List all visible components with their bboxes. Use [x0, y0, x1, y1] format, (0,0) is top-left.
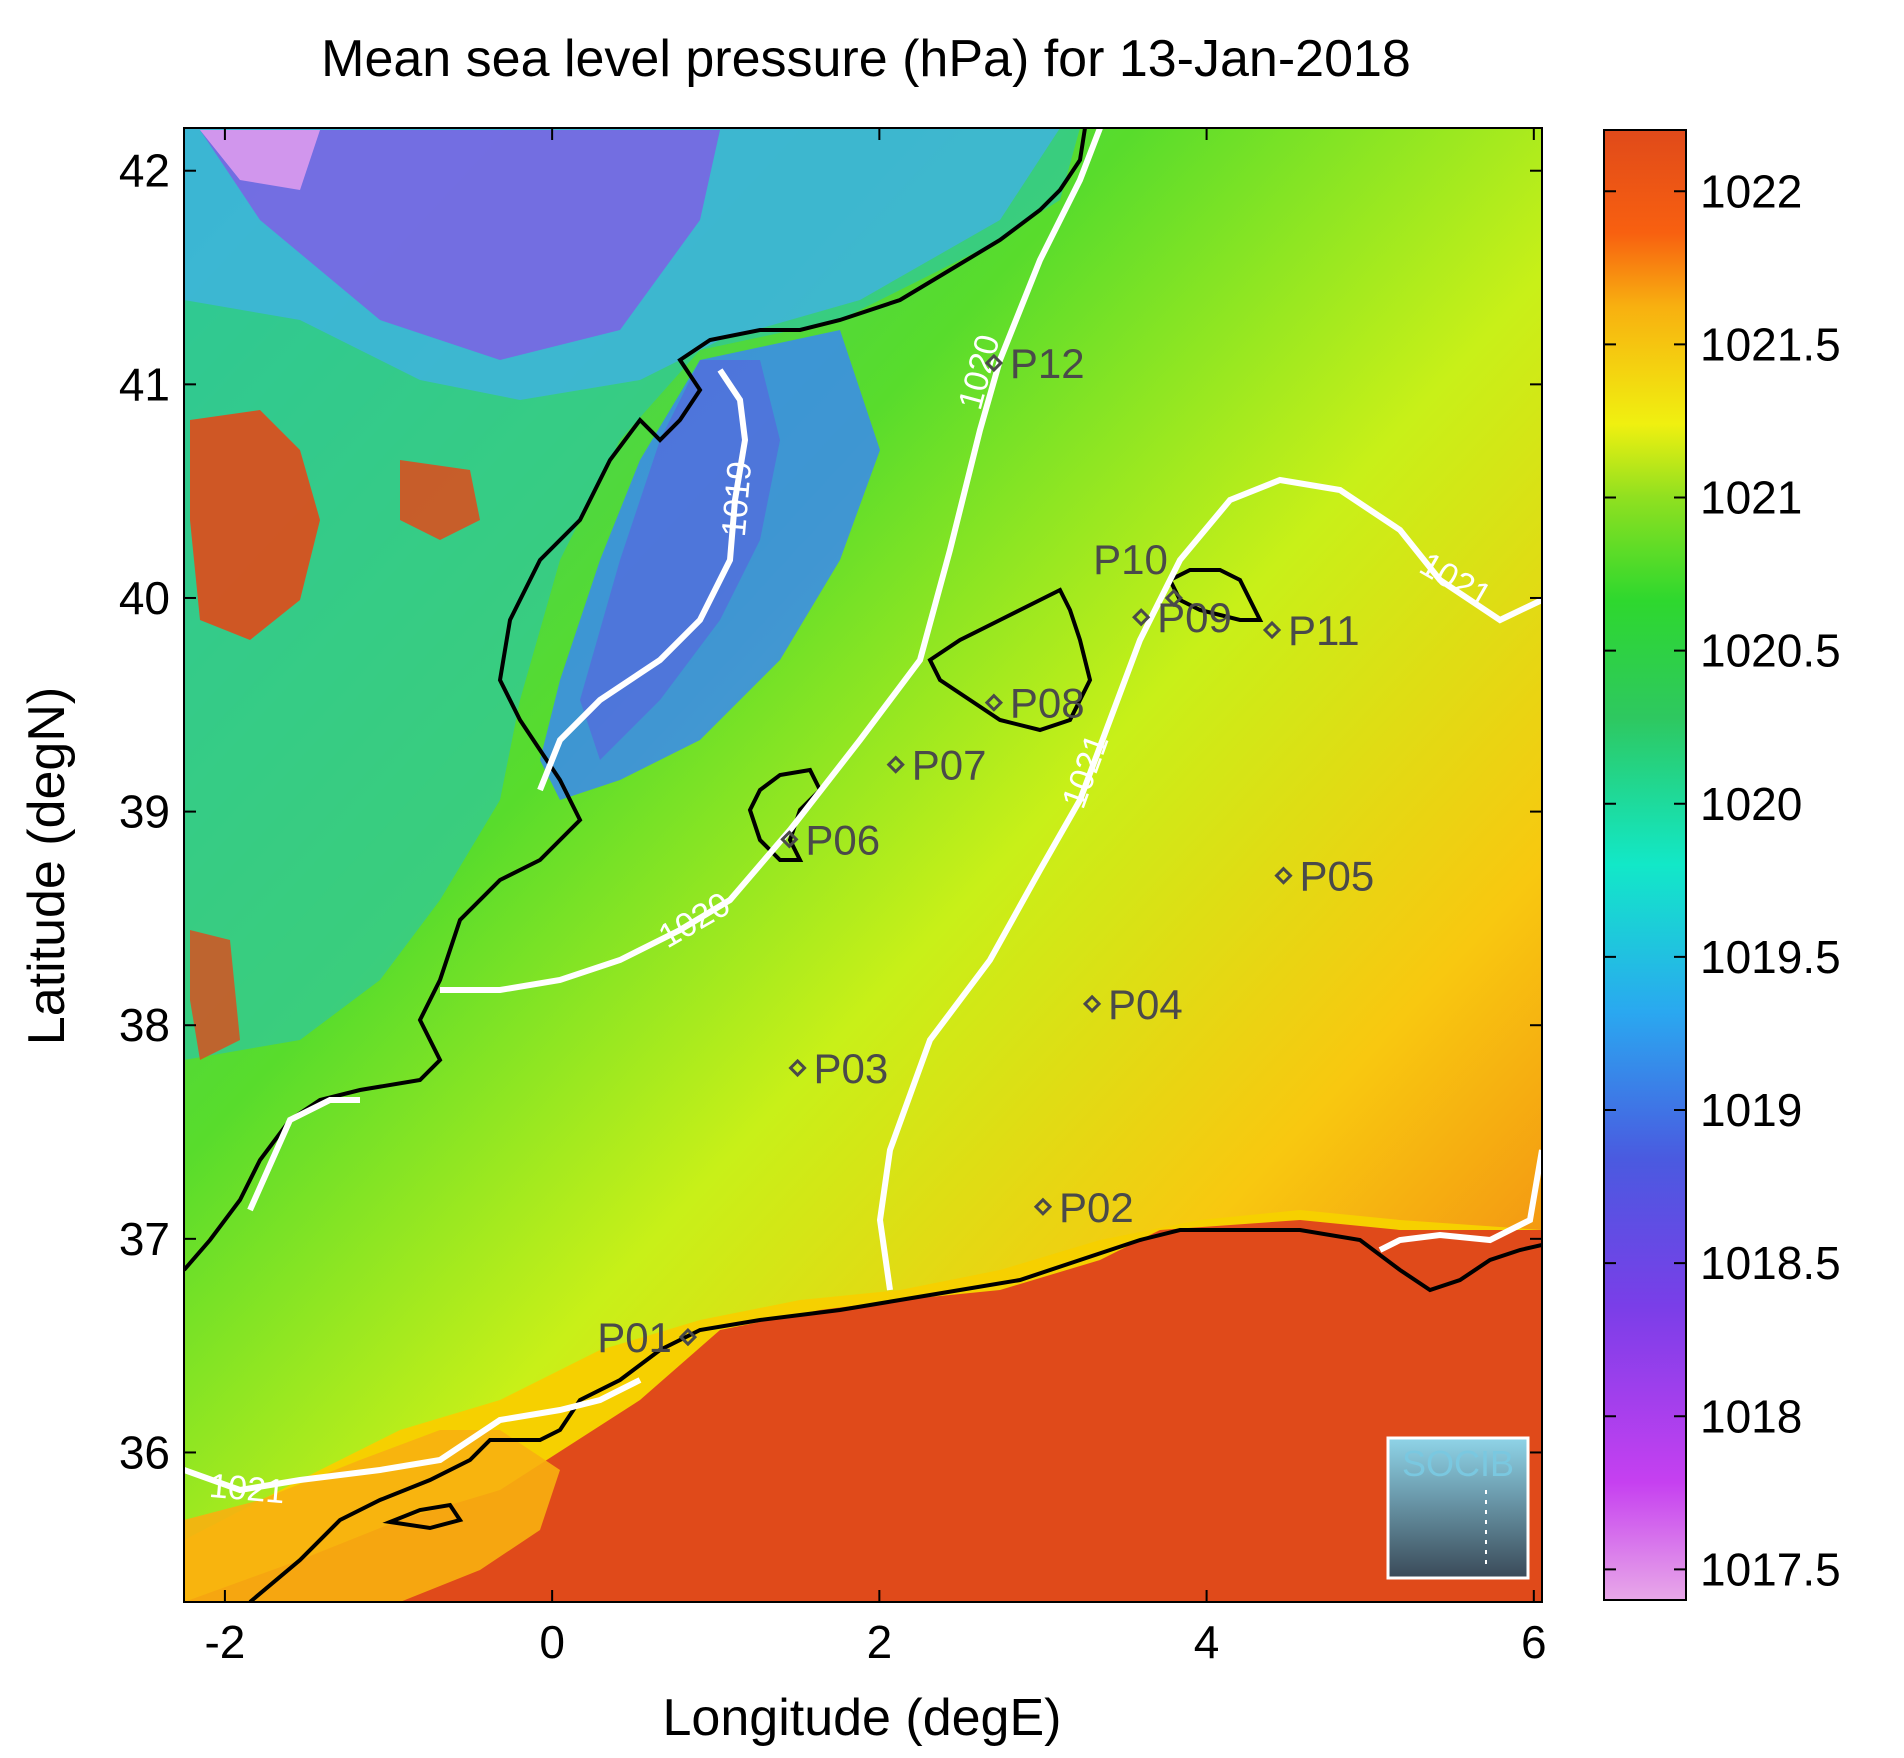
station-marker-p04: [1082, 994, 1102, 1013]
socib-logo-text: SOCIB: [1402, 1443, 1514, 1484]
colorbar-tick-label: 1018.5: [1700, 1237, 1841, 1289]
contour-1021-south: [184, 1377, 642, 1494]
y-tick-label: 39: [119, 786, 170, 838]
y-axis: 36 37 38 39 40 41 42: [119, 145, 1542, 1478]
contour-1021-east: [1378, 1149, 1542, 1253]
chart-title: Mean sea level pressure (hPa) for 13-Jan…: [321, 30, 1411, 88]
south-orange-region: [184, 1430, 560, 1602]
colorbar-tick-label: 1019: [1700, 1084, 1802, 1136]
station-label-p06: P06: [805, 816, 880, 863]
station-label-p05: P05: [1299, 853, 1374, 900]
sea-lowest-region: [580, 360, 780, 760]
contour-1020-coast: [247, 1097, 360, 1212]
colorbar-tick-label: 1019.5: [1700, 931, 1841, 983]
island-mallorca: [927, 587, 1093, 733]
land-high-patch-3: [190, 930, 240, 1060]
colorbar-ticks: 1017.5 1018 1018.5 1019 1019.5 1020 1020.5 1021…: [1604, 165, 1841, 1595]
x-axis: -2 0 2 4 6: [204, 128, 1547, 1668]
map-field: [184, 128, 1542, 1602]
station-marker-p09: [1132, 608, 1151, 627]
colorbar-tick-label: 1020: [1700, 778, 1802, 830]
colorbar-tick-label: 1021: [1700, 472, 1802, 524]
station-marker-p11: [1262, 620, 1282, 640]
y-tick-label: 37: [119, 1213, 170, 1265]
colorbar-tick-label: 1022: [1700, 165, 1802, 217]
x-axis-label: Longitude (degE): [663, 1689, 1062, 1747]
x-tick-label: 0: [539, 1616, 565, 1668]
station-label-p01: P01: [597, 1314, 672, 1361]
station-label-p03: P03: [814, 1045, 889, 1092]
x-tick-label: 2: [867, 1616, 893, 1668]
coastline-africa: [248, 1228, 1542, 1602]
station-marker-p05: [1274, 866, 1293, 885]
contour-1021-north: [876, 476, 1542, 1291]
y-tick-label: 41: [119, 358, 170, 410]
map-frame: [183, 127, 1543, 1603]
station-marker-p12: [984, 353, 1004, 373]
coastal-lagoon: [382, 1502, 464, 1531]
y-axis-label: Latitude (degN): [18, 687, 76, 1045]
colorbar: [1603, 129, 1687, 1601]
socib-logo-box: [1386, 1436, 1530, 1580]
coastline-iberia: [184, 128, 1087, 1272]
contour-1019: [537, 368, 749, 792]
station-label-p04: P04: [1108, 981, 1183, 1028]
station-marker-p07: [886, 755, 905, 774]
y-tick-label: 40: [119, 572, 170, 624]
socib-logo: SOCIB: [1386, 1436, 1530, 1580]
station-marker-p10: [1164, 588, 1183, 608]
colorbar-tick-label: 1017.5: [1700, 1543, 1841, 1595]
land-lowest-region: [200, 130, 720, 360]
station-label-p08: P08: [1010, 680, 1085, 727]
station-label-p10: P10: [1093, 536, 1168, 583]
colorbar-tick-label: 1021.5: [1700, 318, 1841, 370]
contour-label-1019: 1019: [715, 460, 759, 539]
y-tick-label: 38: [119, 999, 170, 1051]
station-marker-p03: [788, 1058, 807, 1078]
x-tick-label: 6: [1521, 1616, 1547, 1668]
land-pink-patch: [200, 130, 320, 190]
x-tick-label: 4: [1194, 1616, 1220, 1668]
x-tick-label: -2: [204, 1616, 245, 1668]
island-ibiza: [747, 767, 823, 862]
y-tick-label: 42: [119, 145, 170, 197]
station-marker-p01: [678, 1327, 698, 1347]
station-label-p02: P02: [1059, 1184, 1134, 1231]
colorbar-tick-label: 1018: [1700, 1390, 1802, 1442]
station-label-p12: P12: [1010, 340, 1085, 387]
contour-1020: [440, 128, 1103, 993]
land-high-patch-2: [400, 460, 480, 540]
station-label-p07: P07: [912, 742, 987, 789]
station-marker-p02: [1033, 1197, 1053, 1216]
station-marker-p06: [780, 830, 799, 849]
colorbar-tick-label: 1020.5: [1700, 625, 1841, 677]
island-menorca: [1167, 568, 1264, 622]
station-label-p11: P11: [1288, 607, 1360, 654]
land-high-patch-1: [190, 410, 320, 640]
contour-label-1021-south: 1021: [208, 1467, 287, 1511]
y-tick-label: 36: [119, 1426, 170, 1478]
station-marker-p08: [984, 693, 1004, 712]
